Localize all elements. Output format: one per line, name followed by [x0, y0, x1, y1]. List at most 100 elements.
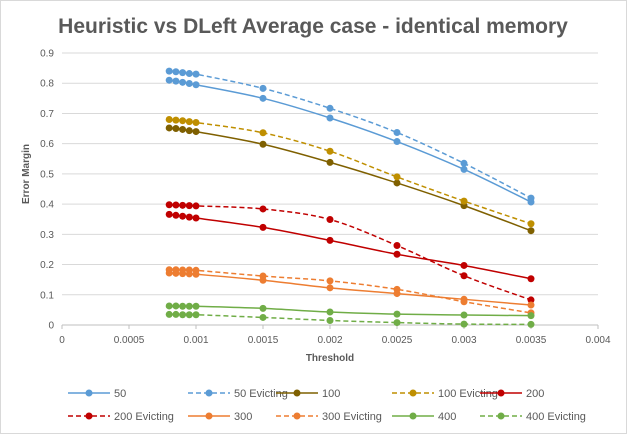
data-point: [460, 298, 468, 306]
data-point: [172, 116, 180, 124]
data-point: [185, 127, 193, 135]
data-point: [172, 125, 180, 133]
legend-entry: 300: [188, 411, 252, 423]
data-point: [185, 266, 193, 274]
data-point: [185, 80, 193, 88]
data-point: [326, 158, 334, 166]
axes: 0 0.1 0.2 0.3 0.4 0.5 0.6 0.7 0.8 0.9 0 0.0005 0.001…: [40, 49, 611, 347]
data-point: [192, 214, 200, 222]
y-tick-label: 0.3: [40, 230, 54, 241]
data-point: [259, 223, 267, 231]
legend-entry: 400 Evicting: [480, 411, 586, 423]
data-point: [185, 70, 193, 78]
data-point: [326, 316, 334, 324]
x-tick-label: 0.0005: [114, 335, 145, 346]
legend-entry: 300 Evicting: [276, 411, 382, 423]
x-tick-label: 0.0025: [382, 335, 413, 346]
series-group: [165, 67, 535, 328]
data-point: [326, 104, 334, 112]
legend-marker: [293, 412, 301, 420]
chart-title: Heuristic vs DLeft Average case - identi…: [58, 15, 568, 38]
data-point: [326, 147, 334, 155]
data-point: [393, 138, 401, 146]
data-point: [460, 159, 468, 167]
data-point: [326, 114, 334, 122]
data-point: [527, 312, 535, 320]
data-point: [527, 220, 535, 228]
data-point: [259, 205, 267, 213]
data-point: [165, 124, 173, 132]
data-point: [192, 202, 200, 210]
data-point: [185, 118, 193, 126]
legend-label: 300 Evicting: [322, 411, 382, 423]
data-point: [179, 69, 187, 77]
series-line: [169, 272, 532, 306]
data-point: [393, 173, 401, 181]
data-point: [460, 165, 468, 173]
data-point: [185, 302, 193, 310]
x-tick-label: 0.0035: [516, 335, 547, 346]
data-point: [259, 272, 267, 280]
data-point: [393, 242, 401, 250]
data-point: [179, 117, 187, 125]
legend-marker: [205, 389, 213, 397]
data-point: [185, 311, 193, 319]
data-point: [185, 213, 193, 221]
legend: 50 50 Evicting 100 100 Evicting 200 200 Evict…: [68, 388, 586, 423]
legend-marker: [293, 389, 301, 397]
data-point: [192, 119, 200, 127]
data-point: [179, 212, 187, 220]
x-tick-label: 0: [59, 335, 65, 346]
legend-marker: [85, 389, 93, 397]
data-point: [460, 311, 468, 319]
legend-marker: [497, 389, 505, 397]
data-point: [172, 211, 180, 219]
data-point: [179, 125, 187, 133]
legend-entry: 50 Evicting: [188, 388, 288, 400]
legend-marker: [409, 389, 417, 397]
data-point: [326, 216, 334, 224]
series-line: [169, 79, 532, 203]
legend-marker: [497, 412, 505, 420]
data-point: [326, 277, 334, 285]
data-point: [165, 67, 173, 75]
legend-entry: 50: [68, 388, 126, 400]
data-point: [460, 320, 468, 328]
data-point: [259, 304, 267, 312]
series: [165, 201, 535, 304]
data-point: [179, 78, 187, 86]
series: [165, 269, 535, 309]
data-point: [165, 115, 173, 123]
series-line: [169, 213, 532, 280]
y-tick-label: 0.2: [40, 260, 54, 271]
series: [165, 302, 535, 320]
x-tick-label: 0.0015: [248, 335, 279, 346]
gridlines: [62, 52, 598, 296]
data-point: [192, 81, 200, 89]
legend-label: 100 Evicting: [438, 388, 498, 400]
data-point: [527, 275, 535, 283]
data-point: [393, 250, 401, 258]
data-point: [172, 201, 180, 209]
series-line: [169, 305, 532, 317]
data-point: [165, 210, 173, 218]
y-tick-label: 0.7: [40, 109, 54, 120]
legend-entry: 100: [276, 388, 340, 400]
data-point: [179, 266, 187, 274]
data-point: [393, 319, 401, 327]
data-point: [527, 301, 535, 309]
data-point: [393, 285, 401, 293]
data-point: [192, 311, 200, 319]
legend-entry: 200: [480, 388, 544, 400]
data-point: [172, 302, 180, 310]
data-point: [165, 310, 173, 318]
legend-entry: 100 Evicting: [392, 388, 498, 400]
data-point: [172, 310, 180, 318]
y-tick-label: 0.4: [40, 200, 54, 211]
data-point: [179, 311, 187, 319]
data-point: [172, 68, 180, 76]
data-point: [172, 266, 180, 274]
data-point: [326, 284, 334, 292]
